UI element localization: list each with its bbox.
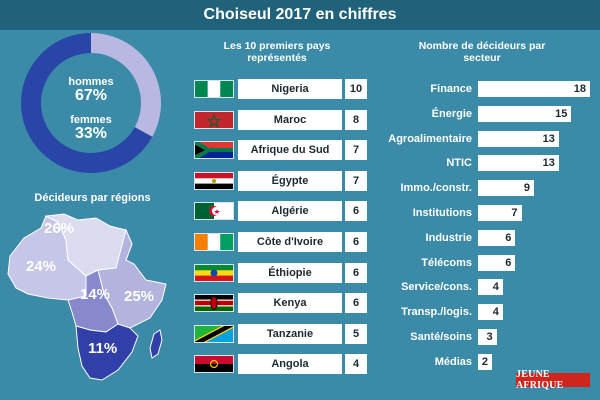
slice-label-hommes: hommes [68,76,114,88]
sector-bar: 4 [478,279,503,296]
country-count: 6 [345,262,367,283]
country-name: Maroc [238,109,342,130]
country-count: 5 [345,323,367,344]
madagascar-shape [149,329,163,359]
flag-algeria-icon [194,202,234,221]
sector-label: Immo./constr. [400,182,472,195]
sector-label: Industrie [425,231,472,244]
country-name: Égypte [238,170,342,191]
sector-label: NTIC [446,157,472,170]
flag-south-africa-icon [194,141,234,160]
slice-value-femmes: 33% [74,125,108,142]
country-count: 4 [345,354,367,375]
regions-heading: Décideurs par régions [34,192,151,204]
sector-label: Santé/soins [410,331,472,343]
donut-label-hommes: hommes 67% [56,76,126,104]
region-label-central: 14% [80,286,111,303]
region-label-south: 11% [88,340,118,357]
sector-bar: 6 [478,254,516,271]
country-name: Afrique du Sud [238,140,342,161]
country-count: 6 [345,293,367,314]
slice-value-hommes: 67% [74,87,108,104]
sector-label: Médias [434,355,472,368]
flag-ethiopia-icon [194,263,234,282]
sector-bar: 3 [478,329,497,345]
country-name: Angola [238,354,342,375]
country-name: Éthiopie [238,262,342,283]
sector-label: Énergie [431,107,472,120]
sector-label: Finance [430,83,472,95]
flag-tanzania-icon [194,324,234,343]
flag-cote-divoire-icon [194,233,234,251]
country-count: 8 [345,109,367,130]
country-count: 7 [345,140,367,161]
sector-bar: 7 [478,205,522,221]
flag-egypt-icon [194,171,234,190]
region-south [75,323,139,381]
countries-heading: Les 10 premiers pays représentés [223,40,331,64]
country-count: 10 [345,79,367,99]
donut-slice-femmes [91,33,161,137]
sector-bar: 2 [478,353,492,370]
sector-label: Télécoms [421,256,472,269]
infographic-title: Choiseul 2017 en chiffres [0,0,600,30]
country-name: Kenya [238,293,342,314]
sector-label: Institutions [412,207,472,219]
country-name: Algérie [238,201,342,222]
sector-bar: 9 [478,180,534,197]
sector-label: Service/cons. [401,281,472,294]
gender-donut-chart [21,33,161,173]
sector-bar: 4 [478,304,503,321]
region-central [67,269,119,333]
sector-bar: 18 [478,81,590,97]
flag-nigeria-icon [194,80,234,98]
sector-bar: 6 [478,229,516,246]
sector-bar: 15 [478,105,572,122]
sector-label: Agroalimentaire [388,132,472,145]
jeune-afrique-logo: JEUNE AFRIQUE [516,369,590,391]
sectors-heading: Nombre de décideurs par secteur [418,40,546,64]
sector-bar: 13 [478,155,559,172]
country-count: 7 [345,170,367,191]
slice-label-femmes: femmes [70,114,112,126]
country-count: 6 [345,201,367,222]
region-label-east: 25% [124,288,155,305]
region-label-west: 24% [26,258,57,275]
flag-morocco-icon [194,110,234,129]
region-label-north: 26% [44,220,75,237]
donut-label-femmes: femmes 33% [56,114,126,142]
flag-kenya-icon [194,294,234,313]
country-name: Tanzanie [238,323,342,344]
country-name: Côte d'Ivoire [238,232,342,252]
sector-bar: 13 [478,130,559,147]
country-count: 6 [345,232,367,252]
sector-label: Transp./logis. [401,306,472,319]
donut-slice-hommes [21,33,153,173]
africa-regions-map [7,213,167,381]
flag-angola-icon [194,355,234,374]
country-name: Nigeria [238,79,342,99]
